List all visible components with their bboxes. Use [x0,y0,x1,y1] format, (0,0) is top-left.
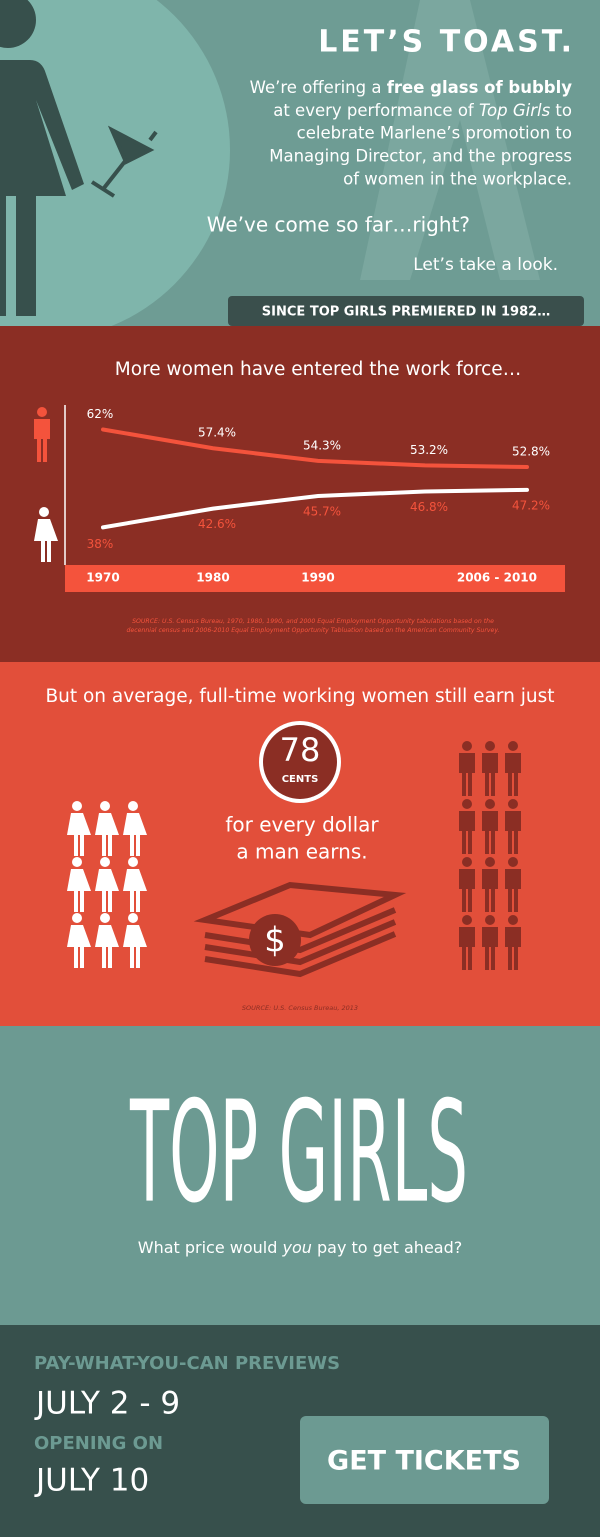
tagline-italic: you [281,1238,311,1257]
header-circle [0,0,230,340]
tagline-text: pay to get ahead? [312,1238,462,1257]
x-tick-label: 1980 [196,571,229,585]
header-title: LET’S TOAST. [318,25,575,60]
question: We’ve come so far…right? [207,213,470,237]
banner-text: SINCE TOP GIRLS PREMIERED IN 1982… [262,305,550,320]
x-tick-label: 2006 - 2010 [457,571,537,585]
show-bg [0,1026,600,1325]
intro-text: to [550,101,572,120]
previews-label: PAY-WHAT-YOU-CAN PREVIEWS [34,1353,340,1374]
x-axis-band [65,565,565,592]
paygap-source: SOURCE: U.S. Census Bureau, 2013 [242,1004,358,1012]
data-label: 54.3% [303,438,341,452]
data-label: 46.8% [410,500,448,514]
tagline: What price would you pay to get ahead? [138,1238,463,1257]
opening-date: JULY 10 [34,1463,149,1499]
x-tick-label: 1970 [86,571,119,585]
intro-line: We’re offering a free glass of bubbly [250,78,573,97]
tickets-button[interactable]: GET TICKETS [300,1416,549,1504]
previews-dates: JULY 2 - 9 [34,1386,180,1422]
data-label: 57.4% [198,426,236,440]
chart-bg [0,326,600,662]
series-line [101,487,529,530]
data-label: 53.2% [410,443,448,457]
glass-icon [90,125,158,198]
intro: We’re offering a free glass of bubbly at… [250,78,573,189]
intro-text: We’re offering a [250,78,387,97]
decor [360,0,540,280]
intro-text: at every performance of [273,101,479,120]
chart-source: decennial census and 2006-2010 Equal Emp… [126,626,499,634]
data-label: 45.7% [303,504,341,518]
badge [263,725,337,799]
banner [228,296,584,326]
x-tick-label: 1990 [301,571,334,585]
intro-line: celebrate Marlene’s promotion to [297,124,572,143]
paygap-text: a man earns. [236,840,367,864]
paygap-heading: But on average, full-time working women … [45,686,554,707]
woman-figure [0,0,84,316]
intro-italic: Top Girls [479,101,551,120]
series-line [101,427,529,469]
intro-line: Managing Director, and the progress [269,147,572,166]
data-label: 52.8% [512,445,550,459]
look: Let’s take a look. [413,255,558,275]
data-label: 38% [87,537,114,551]
data-label: 47.2% [512,498,550,512]
plot: 1970 1980 1990 2006 - 2010 62% 57.4% 54.3% 53.2… [86,407,550,585]
dollar-symbol: $ [264,921,286,961]
button-label[interactable]: GET TICKETS [327,1446,521,1477]
button-bg[interactable] [300,1416,549,1504]
dollar-circle [249,914,301,966]
amount: 78 [280,731,321,769]
paygap-text: for every dollar [225,813,379,837]
tagline-text: What price would [138,1238,283,1257]
chart-title: More women have entered the work force… [115,359,521,380]
opening-label: OPENING ON [34,1433,163,1454]
intro-line: of women in the workplace. [343,170,572,189]
chart-source: SOURCE: U.S. Census Bureau, 1970, 1980, … [132,617,494,625]
unit: CENTS [282,774,319,785]
intro-bold: free glass of bubbly [387,78,573,97]
data-label: 62% [87,407,114,421]
show-title: TOP GIRLS [130,1072,468,1235]
data-label: 42.6% [198,517,236,531]
intro-line: at every performance of Top Girls to [273,101,572,120]
